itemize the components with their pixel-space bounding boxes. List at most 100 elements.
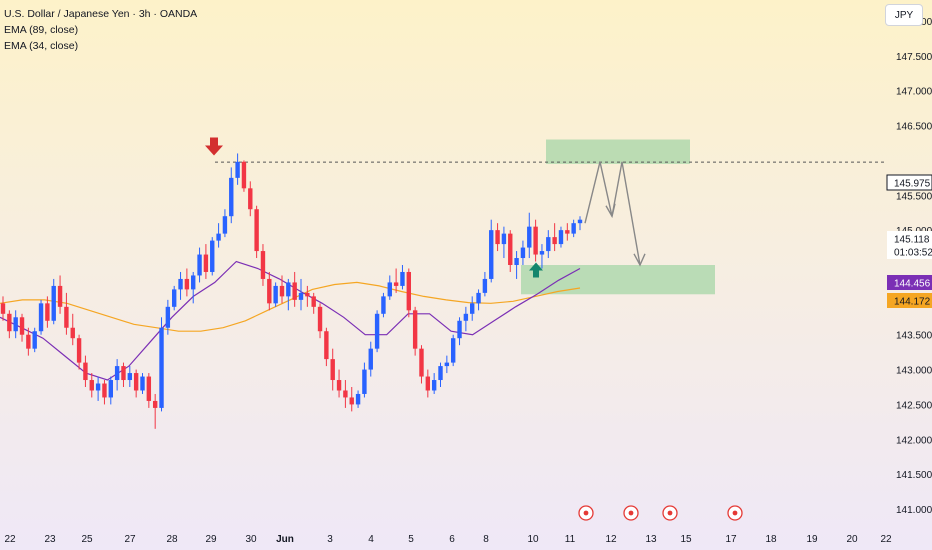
price-tag-bg [886,174,932,191]
candle-body [571,223,576,234]
price-tag-label: 145.118 [894,235,930,246]
candle-body [565,230,570,234]
time-tick-label: 3 [327,534,333,545]
time-tick-label: 15 [680,534,692,545]
candle-body [146,376,152,401]
candle-body [108,380,113,398]
candle-body [241,161,247,189]
candle-body [76,338,82,363]
candle-body [26,334,31,349]
price-tag-label: 144.456 [894,279,931,290]
ema-lines [0,260,581,381]
candle-body [482,278,488,293]
ema-89-line [0,281,581,332]
candle-body [121,366,126,381]
candle-body [184,278,190,290]
candle-body [374,313,380,349]
event-icons[interactable] [578,505,743,521]
time-tick-label: 5 [408,534,414,545]
symbol-title[interactable]: U.S. Dollar / Japanese Yen · 3h · OANDA [4,8,198,20]
price-tag-bg [887,275,932,290]
candle-body [203,254,209,272]
price-tag-bg [887,244,932,259]
currency-button[interactable]: JPY [885,4,923,26]
candle-body [152,400,158,408]
target-zone [521,265,715,295]
candle-body [419,348,424,377]
candle-body [114,366,120,381]
candle-body [362,369,367,394]
candle-body [260,251,266,279]
price-tick-label: 146.500 [896,122,932,133]
candle-body [235,161,240,178]
price-tag-bg [887,231,932,246]
candle-body [89,380,94,391]
price-tick-label: 147.000 [896,87,932,98]
time-tick-label: 10 [527,534,539,545]
time-tick-label: 22 [4,534,16,545]
time-tick-label: 6 [449,534,455,545]
candle-body [393,282,399,286]
ema-89-label[interactable]: EMA (89, close) [4,24,79,36]
price-tag: 145.118 [887,231,932,246]
time-tick-label: 27 [124,534,136,545]
price-tag-label: 144.172 [894,297,931,308]
candle-body [45,303,50,321]
candle-body [444,362,450,367]
time-tick-label: 13 [645,534,657,545]
price-tick-label: 143.500 [896,331,932,342]
time-tick-label: 18 [765,534,777,545]
event-dot-icon [628,510,634,516]
candle-body [495,230,500,245]
time-tick-label: 8 [483,534,489,545]
event-dot-icon [583,510,589,516]
candle-body [558,230,564,245]
price-tick-label: 142.500 [896,400,932,411]
price-tick-label: 143.000 [896,366,932,377]
projection-arrowhead [633,253,646,267]
time-tick-label: 20 [846,534,858,545]
candle-body [222,216,228,234]
up-arrow-marker [529,262,543,278]
time-tick-label: 22 [880,534,892,545]
candle-body [7,313,12,332]
candle-body [267,278,272,304]
candle-body [508,233,513,265]
candle-body [171,289,177,307]
candle-body [305,292,310,297]
ema-34-label[interactable]: EMA (34, close) [4,40,79,52]
time-tick-label: 30 [245,534,257,545]
time-tick-label: 28 [166,534,178,545]
candle-body [83,362,88,381]
time-axis[interactable]: 22 23 25 27 28 29 30 Jun 3 4 5 6 8 10 11 12 13 15 17 18 19 20… [4,534,892,545]
candle-body [178,278,183,290]
candle-body [381,296,386,314]
candle-body [539,251,545,255]
time-tick-label: 4 [368,534,374,545]
candle-body [140,376,145,391]
price-axis[interactable]: 148.000147.500147.000146.500145.500145.0… [896,17,932,516]
candle-body [197,254,202,276]
time-tick-label: 17 [725,534,737,545]
candle-body [533,226,538,255]
candle-body [127,373,133,381]
time-tick-label: 29 [205,534,217,545]
candle-body [51,285,56,321]
markers-layer [205,137,646,278]
candle-body [520,247,526,259]
candle-body [317,306,323,332]
candle-body [450,338,456,363]
candle-body [19,317,25,335]
candle-body [38,303,44,332]
candle-body [438,366,443,381]
price-tag: 144.456 [887,275,932,290]
time-tick-label: 25 [81,534,93,545]
candle-body [95,383,101,391]
price-tag: 145.975 [886,174,932,191]
price-tick-label: 141.500 [896,470,932,481]
price-tag-label: 145.975 [894,179,931,190]
candle-body [489,230,494,279]
candle-body [298,292,304,300]
candle-body [330,359,335,381]
